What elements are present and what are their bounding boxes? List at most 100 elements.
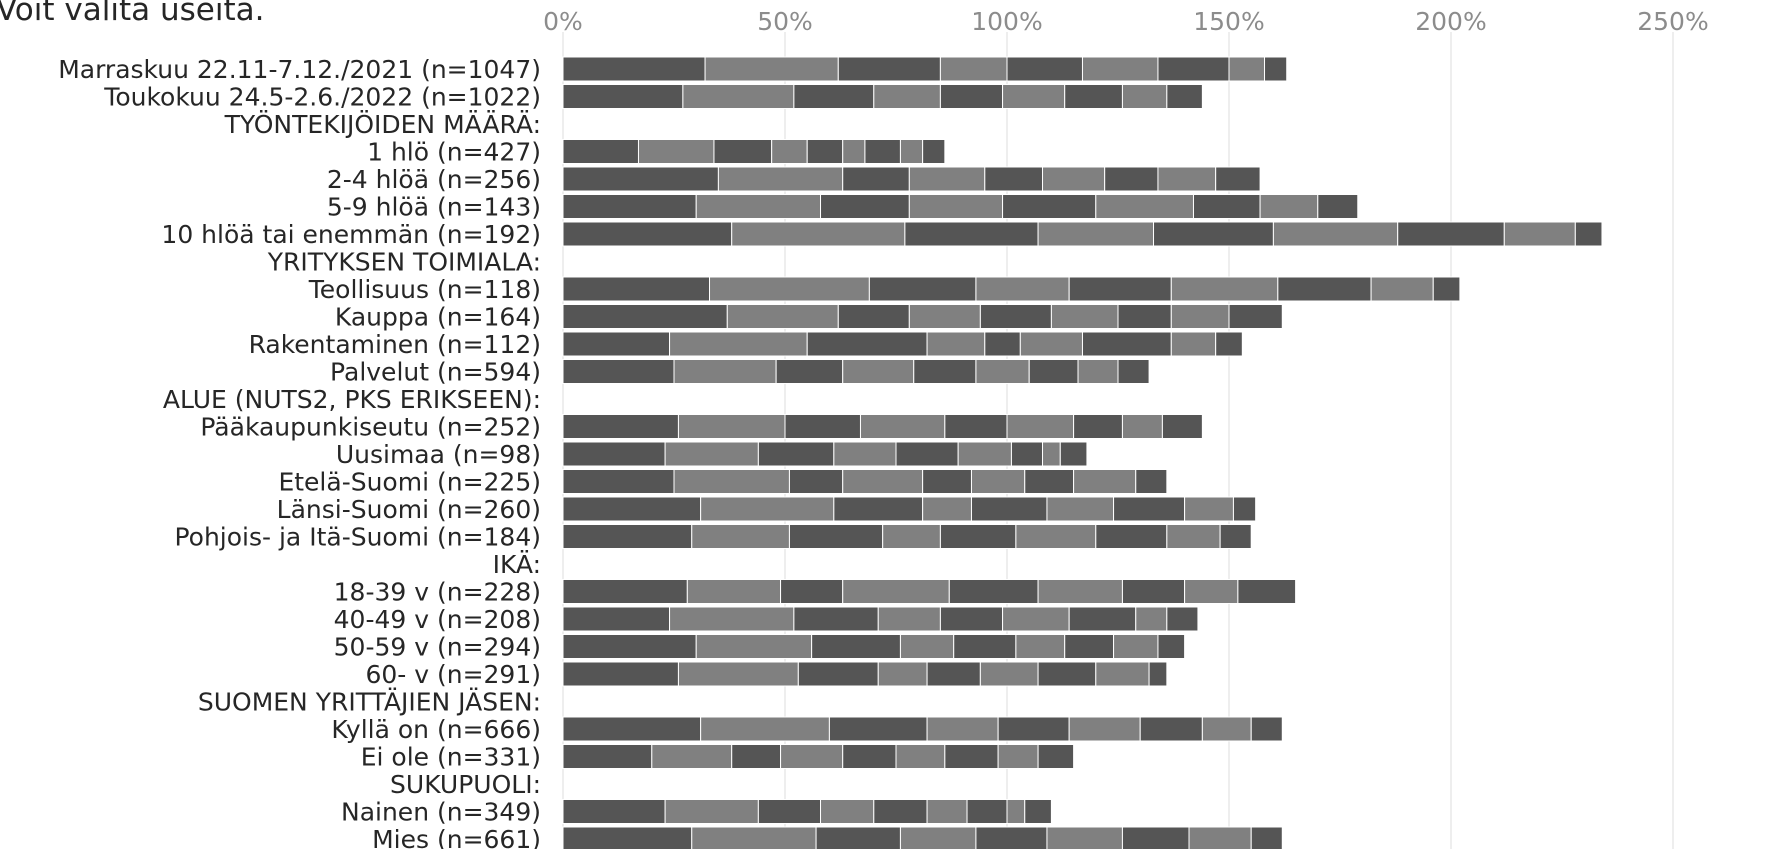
bars — [562, 56, 1603, 849]
bar-segment — [1170, 304, 1230, 329]
bar-segment — [975, 276, 1070, 302]
category-label: Mies (n=661) — [372, 825, 541, 849]
category-label: Pohjois- ja Itä-Suomi (n=184) — [174, 523, 541, 552]
category-label: Toukokuu 24.5-2.6./2022 (n=1022) — [103, 83, 541, 112]
bar-segment — [1068, 606, 1137, 632]
bar-segment — [700, 496, 835, 522]
bar-segment — [797, 661, 879, 687]
bar-segment — [562, 359, 675, 384]
bar-segment — [788, 469, 844, 494]
bar-segment — [1073, 469, 1137, 494]
category-label: 18-39 v (n=228) — [334, 578, 541, 607]
category-label: 5-9 hlöä (n=143) — [327, 193, 541, 222]
bar-segment — [1037, 744, 1075, 769]
bar-segment — [562, 469, 675, 494]
bar-segment — [1059, 441, 1088, 467]
bar-segment — [957, 441, 1012, 467]
bar-segment — [695, 194, 822, 219]
bar-segment — [868, 276, 977, 302]
bar-segment — [664, 441, 759, 467]
bar-segment — [842, 139, 866, 164]
bar-segment — [948, 579, 1039, 604]
bar-segment — [1157, 56, 1230, 82]
bar-segment — [669, 606, 795, 632]
category-label: Ei ole (n=331) — [361, 743, 541, 772]
bar-segment — [1232, 496, 1257, 522]
bar-segment — [669, 331, 808, 357]
bar-segment — [806, 139, 844, 164]
bar-segment — [709, 276, 870, 302]
bar-segment — [966, 799, 1008, 824]
bar-segment — [1068, 716, 1141, 742]
bar-segment — [673, 359, 777, 384]
bar-segment — [780, 579, 844, 604]
bar-segment — [922, 496, 972, 522]
bar-segment — [842, 579, 950, 604]
bar-segment — [677, 414, 786, 439]
bar-segment — [1317, 194, 1359, 219]
bar-segment — [562, 524, 693, 549]
bar-segment — [1264, 56, 1288, 82]
category-label: Kyllä on (n=666) — [331, 715, 541, 744]
bar-segment — [637, 139, 715, 164]
bar-segment — [1121, 826, 1190, 849]
bar-segment — [1037, 579, 1123, 604]
bar-segment — [859, 414, 946, 439]
bar-segment — [1148, 661, 1168, 687]
category-label: Palvelut (n=594) — [330, 358, 541, 387]
bar-segment — [1272, 221, 1399, 247]
bar-segment — [939, 524, 1017, 549]
bar-segment — [895, 441, 959, 467]
bar-segment — [691, 524, 790, 549]
bar-segment — [757, 441, 835, 467]
bar-segment — [562, 139, 639, 164]
bar-segment — [1250, 716, 1283, 742]
bar-segment — [1002, 606, 1070, 632]
bar-segment — [908, 194, 1004, 219]
bar-segment — [1095, 194, 1194, 219]
bar-segment — [704, 56, 839, 82]
bar-segment — [926, 331, 986, 357]
category-label: 10 hlöä tai enemmän (n=192) — [161, 220, 541, 249]
bar-segment — [1010, 441, 1044, 467]
bar-segment — [1006, 56, 1083, 82]
bar-segment — [1117, 359, 1150, 384]
category-label: 2-4 hlöä (n=256) — [327, 165, 541, 194]
bar-segment — [1037, 661, 1097, 687]
bar-segment — [975, 826, 1048, 849]
bar-segment — [1015, 524, 1097, 549]
bar-segment — [811, 634, 901, 659]
bar-segment — [953, 634, 1017, 659]
bar-segment — [771, 139, 808, 164]
bar-segment — [788, 524, 884, 549]
x-axis-ticks: 0% 50% 100% 150% 200% 250% — [543, 7, 1709, 36]
bar-segment — [984, 331, 1021, 357]
bar-segment — [944, 414, 1008, 439]
category-label: Etelä-Suomi (n=225) — [278, 468, 541, 497]
bar-segment — [651, 744, 733, 769]
bar-segment — [1019, 331, 1083, 357]
category-label: 50-59 v (n=294) — [334, 633, 541, 662]
bar-segment — [562, 276, 711, 302]
bar-segment — [979, 304, 1052, 329]
bar-segment — [562, 744, 653, 769]
category-label: ALUE (NUTS2, PKS ERIKSEEN): — [163, 385, 541, 414]
bar-segment — [926, 661, 981, 687]
bar-segment — [731, 744, 782, 769]
bar-segment — [944, 744, 999, 769]
bar-segment — [1215, 331, 1243, 357]
bar-segment — [562, 496, 702, 522]
x-tick-label: 100% — [971, 7, 1042, 36]
x-tick-label: 250% — [1637, 7, 1708, 36]
bar-segment — [873, 84, 941, 109]
bar-segment — [1228, 304, 1283, 329]
bar-segment — [877, 606, 941, 632]
bar-segment — [1002, 84, 1066, 109]
bar-segment — [1432, 276, 1461, 302]
bar-segment — [939, 56, 1008, 82]
bar-segment — [562, 194, 697, 219]
bar-segment — [1184, 496, 1234, 522]
bar-segment — [1139, 716, 1203, 742]
bar-segment — [562, 414, 679, 439]
